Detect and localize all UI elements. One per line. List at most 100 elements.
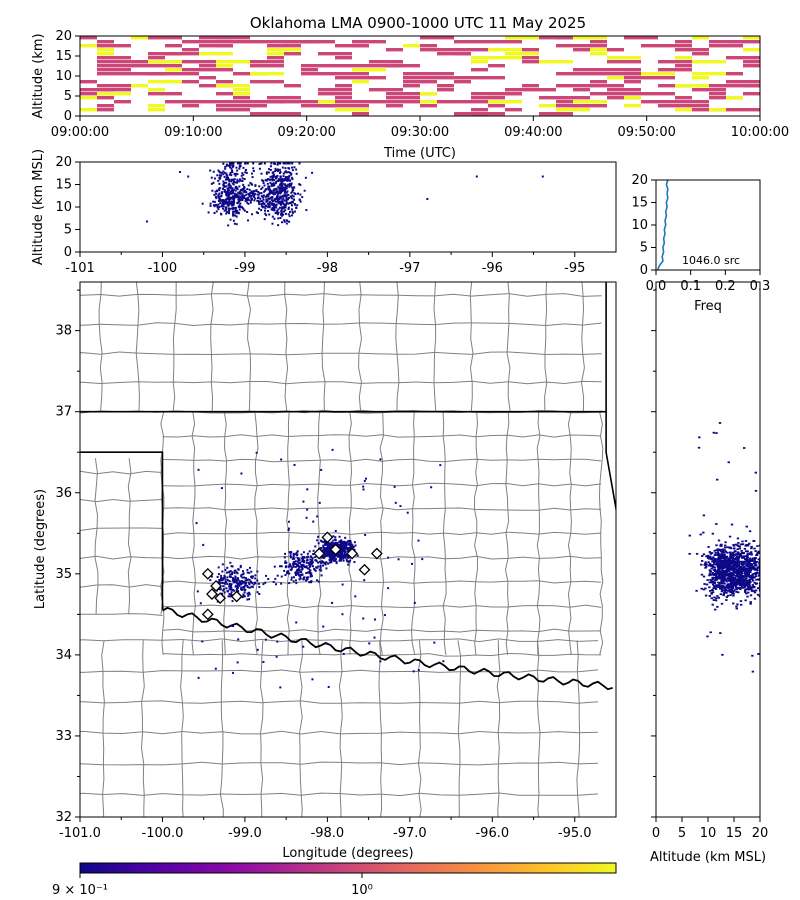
time-height-cell <box>692 52 709 56</box>
plan-view-point <box>320 540 323 543</box>
alt-lat-point <box>738 570 741 572</box>
lon-alt-point <box>220 213 223 216</box>
alt-lat-point <box>697 446 701 449</box>
plan-view-panel: -101.0 -100.0 -99.0 -98.0 -97.0 -96.0 -95.0323… <box>33 281 617 861</box>
plan-view-point <box>294 562 297 565</box>
plan-view-point <box>327 542 330 545</box>
alt-lat-point <box>751 565 755 568</box>
alt-lat-point <box>735 553 738 555</box>
lon-alt-point <box>239 199 242 202</box>
plan-view-point <box>323 552 326 555</box>
plan-view-point <box>316 566 319 569</box>
plan-view-point <box>298 565 301 568</box>
alt-lat-point <box>707 555 711 558</box>
time-height-cell <box>726 40 743 44</box>
lon-alt-point <box>231 204 234 207</box>
alt-lat-point <box>749 569 753 572</box>
plan-view-point <box>339 553 342 556</box>
alt-lat-point <box>734 577 737 580</box>
alt-lat-point <box>709 552 712 555</box>
lon-alt-point <box>246 162 249 165</box>
plan-view-point <box>325 554 328 557</box>
alt-lat-point <box>734 584 737 587</box>
time-height-cell <box>80 80 97 84</box>
lon-alt-point <box>250 190 253 193</box>
alt-lat-point <box>751 579 755 582</box>
lon-alt-point <box>287 213 290 216</box>
alt-lat-point <box>713 568 717 571</box>
alt-lat-point <box>730 557 733 560</box>
time-height-cell <box>301 100 318 104</box>
alt-lat-point <box>745 558 748 561</box>
lon-alt-point <box>231 182 234 185</box>
alt-lat-point <box>716 595 719 597</box>
lon-alt-point <box>276 193 279 196</box>
lon-alt-point <box>233 172 236 175</box>
time-height-cell <box>743 36 760 40</box>
lon-alt-point <box>282 202 285 205</box>
alt-lat-point <box>744 550 748 553</box>
lon-alt-point <box>229 164 232 167</box>
alt-lat-point <box>723 564 726 567</box>
lon-alt-point <box>239 189 242 192</box>
time-height-cell <box>505 40 522 44</box>
alt-lat-xtick-label: 20 <box>752 826 769 841</box>
plan-view-point <box>265 574 268 577</box>
lon-alt-point <box>235 212 238 215</box>
plan-view-point <box>235 571 238 574</box>
alt-lat-point <box>747 566 751 568</box>
time-height-cell <box>454 80 471 84</box>
alt-lat-point <box>737 553 740 556</box>
plan-view-point <box>410 562 413 565</box>
plan-view-point <box>199 602 202 605</box>
alt-lat-point <box>751 589 754 592</box>
plan-view-point <box>312 520 315 523</box>
lon-alt-point <box>292 198 295 201</box>
plan-view-point <box>294 560 297 563</box>
lon-alt-point <box>246 197 249 200</box>
time-height-cell <box>471 40 505 44</box>
alt-lat-point <box>758 574 760 577</box>
plan-view-point <box>353 561 356 564</box>
plan-view-point <box>320 468 323 471</box>
alt-lat-point <box>745 579 749 582</box>
alt-lat-point <box>721 556 725 558</box>
plan-view-point <box>274 577 277 580</box>
alt-lat-point <box>719 544 722 547</box>
plan-view-point <box>296 568 299 571</box>
alt-lat-point <box>753 562 756 564</box>
lon-alt-point <box>280 214 283 217</box>
lon-alt-point <box>265 198 268 201</box>
plan-view-point <box>325 546 328 549</box>
plan-view-point <box>343 549 346 552</box>
alt-lat-point <box>754 557 757 560</box>
lon-alt-point <box>214 190 217 193</box>
alt-lat-point <box>755 568 759 571</box>
time-height-cell <box>556 72 590 76</box>
plan-view-point <box>301 567 304 570</box>
lon-alt-point <box>242 188 245 191</box>
time-height-cell <box>743 40 760 44</box>
lon-alt-point <box>249 199 252 202</box>
alt-lat-point <box>756 566 759 569</box>
alt-lat-point <box>732 554 735 557</box>
time-height-cell <box>743 48 760 52</box>
plan-view-point <box>339 556 342 559</box>
lon-alt-point <box>227 204 230 207</box>
plan-view-point <box>239 566 242 569</box>
time-height-cell <box>692 36 709 40</box>
lon-alt-point <box>258 192 261 195</box>
alt-lat-point <box>711 603 714 606</box>
lon-alt-point <box>286 179 289 182</box>
lon-alt-ytick-label: 0 <box>64 245 72 260</box>
time-height-cell <box>522 48 539 52</box>
plan-view-point <box>243 576 246 579</box>
lon-alt-point <box>270 190 273 193</box>
alt-lat-point <box>744 591 747 593</box>
alt-lat-point <box>758 561 760 563</box>
lon-alt-point <box>228 178 231 181</box>
lon-alt-point <box>253 189 256 192</box>
plan-view-point <box>232 671 235 674</box>
lon-alt-point <box>227 207 230 210</box>
alt-lat-point <box>724 541 727 544</box>
